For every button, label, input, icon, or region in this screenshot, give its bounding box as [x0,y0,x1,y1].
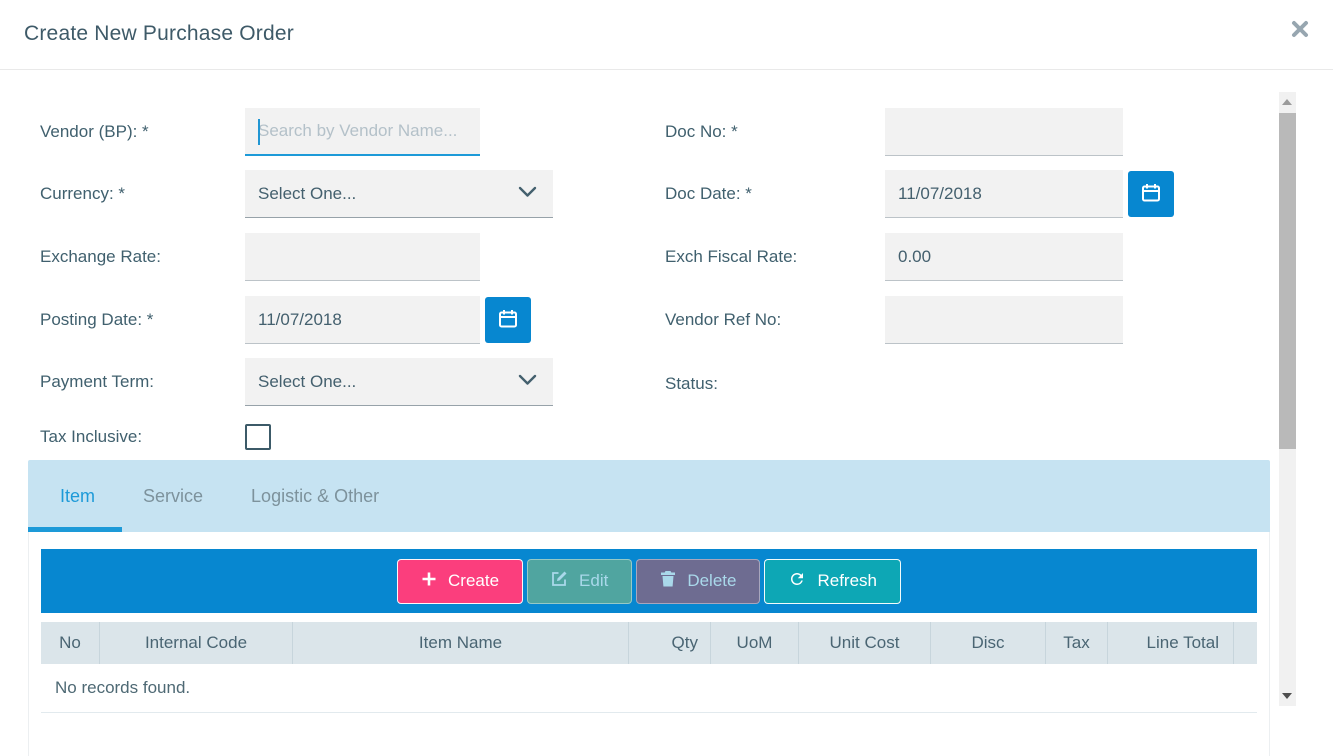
calendar-icon [1139,181,1163,208]
vendor-row: Vendor (BP): * [40,108,480,156]
grid-toolbar: Create Edit Delete [41,549,1257,613]
exchange-rate-input[interactable] [245,233,480,281]
currency-row: Currency: * Select One... [40,170,553,218]
tax-inclusive-checkbox[interactable] [245,424,271,450]
posting-date-row: Posting Date: * [40,296,531,344]
posting-date-label: Posting Date: * [40,310,154,329]
payment-term-selected-value: Select One... [258,371,357,391]
modal-header: Create New Purchase Order [0,0,1333,70]
tax-inclusive-row: Tax Inclusive: [40,413,271,461]
doc-date-input[interactable] [885,170,1123,218]
create-button[interactable]: Create [397,558,524,604]
tab-logistic-other[interactable]: Logistic & Other [251,485,380,506]
col-header-qty: Qty [629,622,711,664]
doc-no-row: Doc No: * [665,108,1123,156]
tab-service[interactable]: Service [143,485,204,506]
col-header-internal-code: Internal Code [100,622,293,664]
currency-selected-value: Select One... [258,183,357,203]
doc-date-label: Doc Date: * [665,184,752,203]
col-header-tax: Tax [1046,622,1108,664]
chevron-down-icon [518,185,537,203]
col-header-line-total: Line Total [1108,622,1234,664]
posting-date-input[interactable] [245,296,480,344]
empty-table-message: No records found. [41,664,1257,713]
scroll-down-arrow[interactable] [1279,687,1296,704]
col-header-uom: UoM [711,622,799,664]
refresh-button[interactable]: Refresh [764,558,901,604]
doc-date-calendar-button[interactable] [1128,171,1174,217]
doc-no-label: Doc No: * [665,122,738,141]
close-icon[interactable] [1291,20,1309,38]
vertical-scrollbar[interactable] [1279,92,1296,706]
active-tab-underline [28,527,122,532]
currency-label: Currency: * [40,184,126,203]
currency-select[interactable]: Select One... [245,170,553,218]
col-header-no: No [41,622,100,664]
status-label: Status: [665,374,718,393]
calendar-icon [496,307,520,334]
tab-bar: Item Service Logistic & Other [28,460,1270,532]
payment-term-select[interactable]: Select One... [245,358,553,406]
tax-inclusive-label: Tax Inclusive: [40,427,143,446]
posting-date-calendar-button[interactable] [485,297,531,343]
vendor-ref-no-input[interactable] [885,296,1123,344]
refresh-icon [788,570,806,593]
edit-pencil-icon [551,570,568,592]
col-header-spacer [1234,622,1257,664]
vendor-ref-no-label: Vendor Ref No: [665,310,782,329]
plus-icon [421,571,437,592]
vendor-search-input[interactable] [245,108,480,156]
items-table-header: No Internal Code Item Name Qty UoM Unit … [41,622,1257,664]
doc-date-row: Doc Date: * [665,170,1174,218]
doc-no-input[interactable] [885,108,1123,156]
col-header-unit-cost: Unit Cost [799,622,931,664]
exch-fiscal-rate-label: Exch Fiscal Rate: [665,247,798,266]
exchange-rate-label: Exchange Rate: [40,247,161,266]
line-items-section: Item Service Logistic & Other Create Edi… [28,460,1270,756]
delete-button[interactable]: Delete [636,558,761,604]
text-cursor [258,119,260,145]
exchange-rate-row: Exchange Rate: [40,233,480,281]
item-tab-content: Create Edit Delete [28,532,1270,756]
scrollbar-thumb[interactable] [1279,113,1296,449]
col-header-item-name: Item Name [293,622,629,664]
exch-fiscal-rate-row: Exch Fiscal Rate: [665,233,1123,281]
edit-button[interactable]: Edit [527,558,633,604]
page-title: Create New Purchase Order [24,22,294,45]
payment-term-label: Payment Term: [40,372,155,391]
col-header-disc: Disc [931,622,1046,664]
vendor-bp-label: Vendor (BP): * [40,122,149,141]
vendor-ref-no-row: Vendor Ref No: [665,296,1123,344]
status-row: Status: [665,360,885,408]
payment-term-row: Payment Term: Select One... [40,358,553,406]
tab-item[interactable]: Item [60,485,96,506]
exch-fiscal-rate-input[interactable] [885,233,1123,281]
trash-icon [660,570,676,592]
scroll-up-arrow[interactable] [1279,94,1296,111]
chevron-down-icon [518,373,537,391]
